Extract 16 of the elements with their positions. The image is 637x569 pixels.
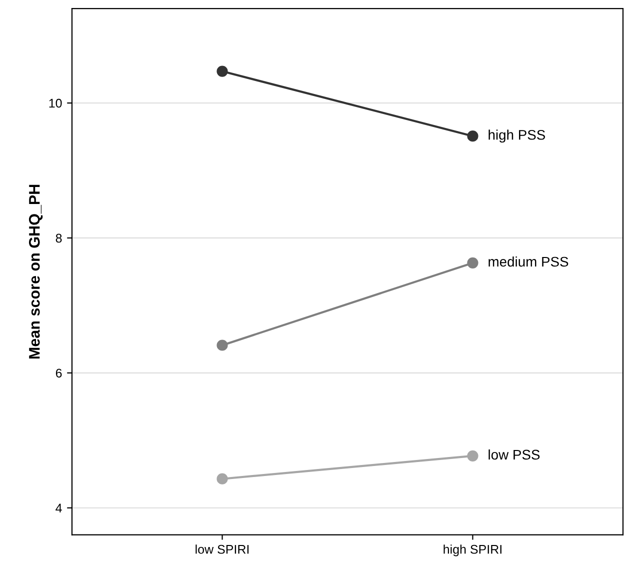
y-tick-label: 4 — [56, 504, 62, 512]
point — [467, 257, 478, 268]
point — [216, 473, 228, 484]
point — [467, 450, 478, 462]
y-axis-title: Mean score on GHQ_PH — [28, 184, 43, 359]
y-tick-label: 10 — [49, 98, 62, 108]
point — [467, 130, 478, 142]
series-label: low PSS — [488, 449, 540, 460]
x-tick-label: high SPIRI — [444, 544, 502, 556]
series-label: medium PSS — [488, 256, 568, 267]
x-tick-label: low SPIRI — [196, 544, 249, 554]
y-tick-label: 6 — [56, 368, 62, 378]
y-tick-label: 8 — [56, 234, 62, 243]
point — [216, 66, 228, 77]
point — [216, 340, 228, 351]
series-label: high PSS — [488, 130, 546, 143]
